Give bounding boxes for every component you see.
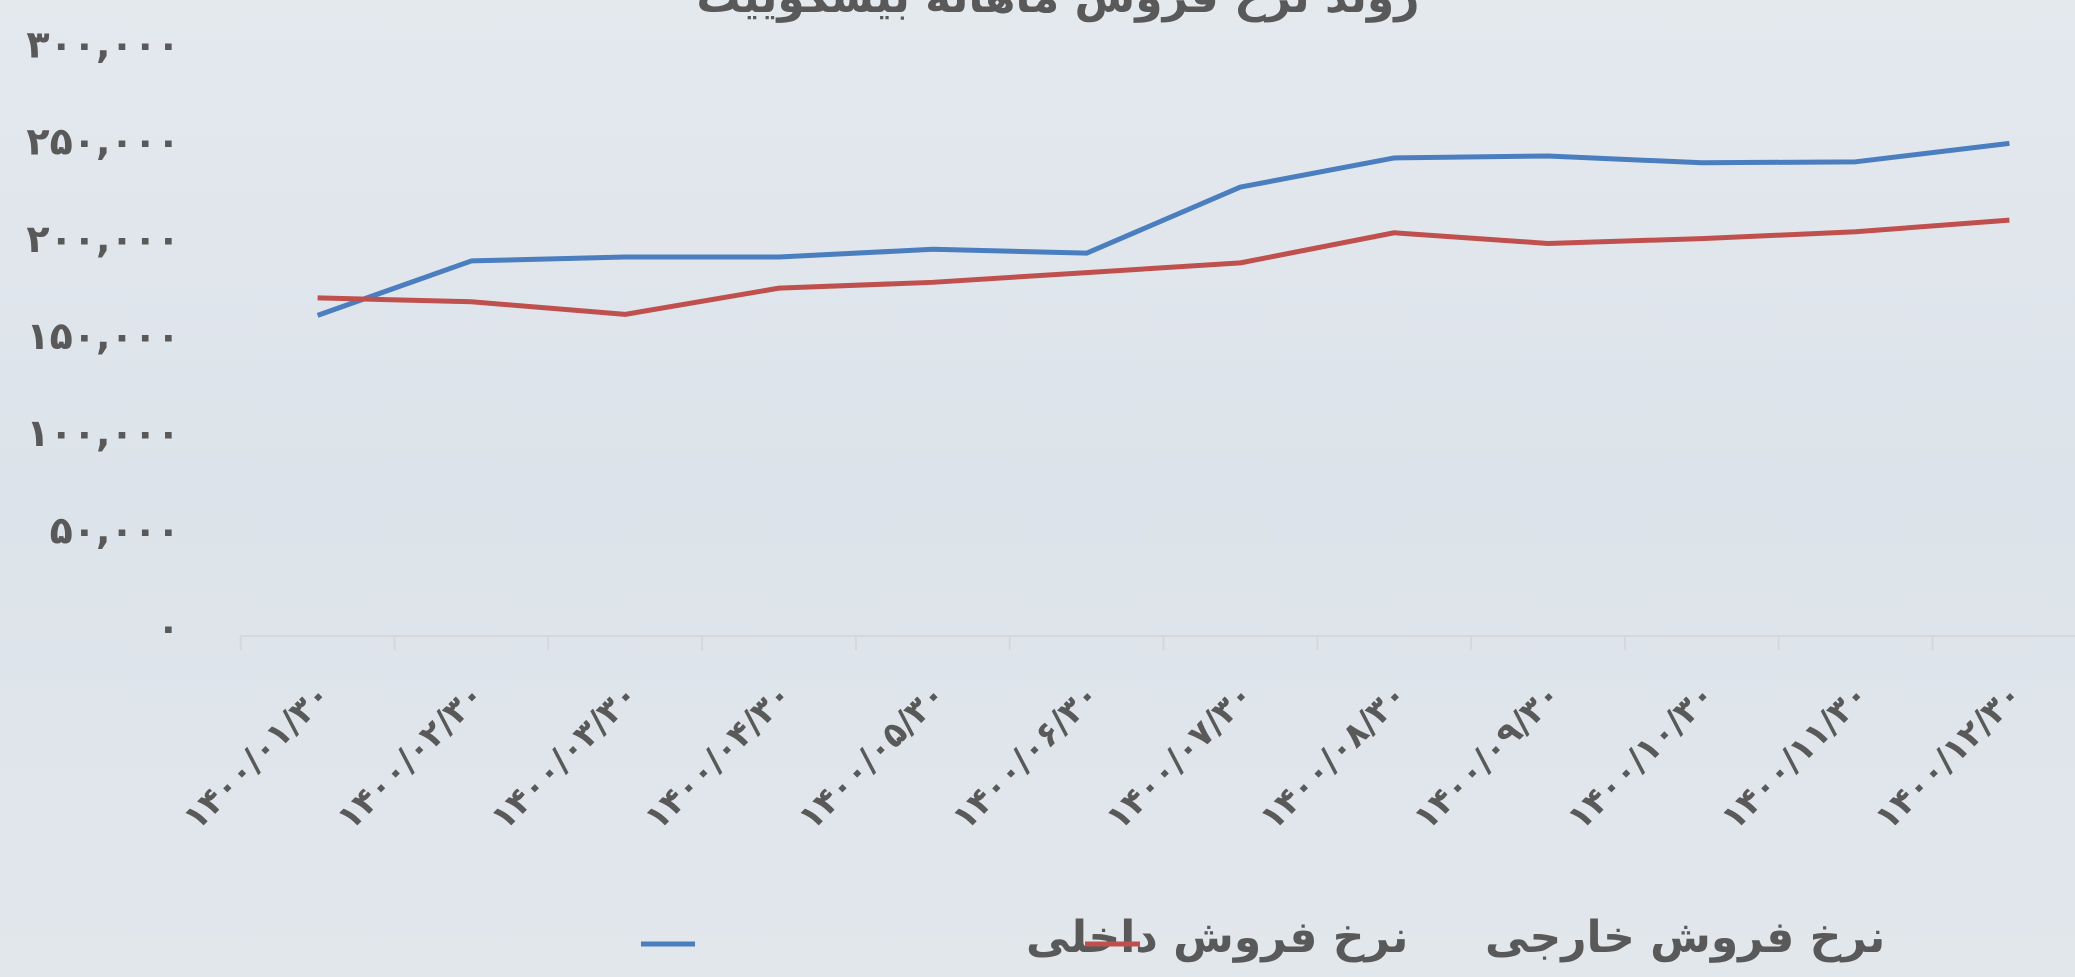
y-tick-label: ۱۰۰,۰۰۰ bbox=[26, 411, 180, 455]
y-tick-label: ۲۵۰,۰۰۰ bbox=[26, 120, 180, 164]
x-tick-label: ۱۴۰۰/۰۸/۳۰ bbox=[1252, 675, 1415, 838]
x-tick-label: ۱۴۰۰/۰۶/۳۰ bbox=[944, 675, 1107, 838]
x-tick-label: ۱۴۰۰/۰۲/۳۰ bbox=[329, 675, 492, 838]
chart-title: روند نرخ فروش ماهانه بیسکوییت bbox=[696, 0, 1419, 23]
y-tick-label: ۲۰۰,۰۰۰ bbox=[26, 217, 180, 261]
y-tick-label: ۵۰,۰۰۰ bbox=[50, 508, 180, 552]
legend-label: نرخ فروش خارجی bbox=[1485, 912, 1885, 963]
series-line bbox=[317, 217, 2010, 317]
legend-label: نرخ فروش داخلی bbox=[1026, 912, 1408, 963]
x-tick-label: ۱۴۰۰/۰۱/۳۰ bbox=[175, 675, 338, 838]
x-tick-label: ۱۴۰۰/۰۷/۳۰ bbox=[1098, 675, 1261, 838]
x-tick-label: ۱۴۰۰/۰۴/۳۰ bbox=[637, 675, 800, 838]
series-line bbox=[316, 140, 2010, 318]
x-tick-label: ۱۴۰۰/۰۳/۳۰ bbox=[483, 675, 646, 838]
y-tick-label: ۱۵۰,۰۰۰ bbox=[26, 314, 180, 358]
x-tick-label: ۱۴۰۰/۰۵/۳۰ bbox=[791, 675, 954, 838]
x-tick-label: ۱۴۰۰/۱۲/۳۰ bbox=[1867, 675, 2030, 838]
x-tick-label: ۱۴۰۰/۱۱/۳۰ bbox=[1713, 675, 1876, 838]
x-tick-label: ۱۴۰۰/۰۹/۳۰ bbox=[1406, 675, 1569, 838]
x-tick-label: ۱۴۰۰/۱۰/۳۰ bbox=[1560, 675, 1723, 838]
y-tick-label: ۰ bbox=[157, 606, 180, 650]
y-tick-label: ۳۰۰,۰۰۰ bbox=[26, 23, 180, 67]
